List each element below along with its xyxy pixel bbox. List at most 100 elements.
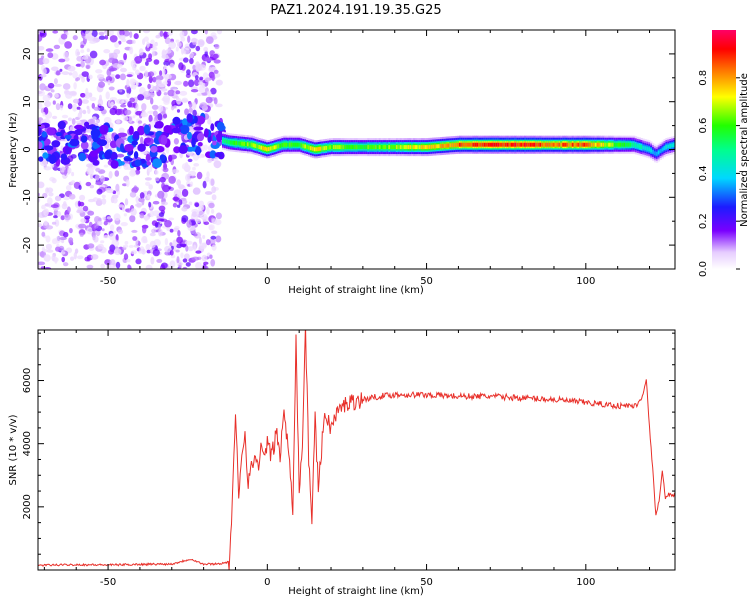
speckle-mark	[161, 262, 168, 269]
speckle-mark	[103, 164, 109, 168]
figure-title: PAZ1.2024.191.19.35.G25	[270, 3, 441, 18]
ridge-cell	[376, 145, 380, 150]
ridge-cell	[545, 142, 548, 147]
ridge-blob	[137, 143, 146, 152]
speckle-mark	[129, 78, 137, 85]
ridge-blob	[110, 151, 118, 162]
speckle-mark	[139, 213, 145, 219]
speckle-mark	[149, 210, 155, 218]
ridge-cell	[371, 145, 374, 150]
speckle-mark	[70, 154, 77, 159]
speckle-mark	[159, 70, 163, 76]
ridge-cell	[346, 145, 349, 150]
ridge-cell	[283, 142, 286, 147]
colorbar-tick-label: 0.2	[698, 213, 709, 229]
speckle-mark	[104, 259, 112, 266]
speckle-mark	[156, 218, 165, 222]
speckle-mark	[191, 211, 198, 218]
ridge-cell	[369, 145, 372, 150]
speckle-mark	[181, 206, 188, 212]
speckle-mark	[186, 150, 193, 156]
speckle-mark	[88, 74, 93, 80]
ridge-cell	[332, 145, 336, 150]
ridge-cell	[277, 144, 280, 149]
ridge-blob	[144, 137, 151, 143]
speckle-mark	[144, 70, 149, 77]
speckle-mark	[116, 98, 125, 104]
ridge-cell	[315, 147, 319, 152]
speckle-mark	[203, 46, 209, 52]
ridge-cell	[252, 143, 255, 148]
speckle-mark	[95, 167, 101, 172]
speckle-mark	[159, 30, 164, 37]
speckle-mark	[85, 30, 91, 37]
speckle-mark	[195, 218, 201, 224]
ridge-cell	[300, 143, 303, 148]
ridge-blob	[145, 153, 151, 162]
speckle-mark	[129, 169, 136, 177]
speckle-mark	[135, 258, 142, 265]
ridge-blob	[136, 165, 141, 171]
speckle-mark	[147, 83, 151, 90]
speckle-mark	[41, 231, 46, 237]
speckle-mark	[139, 65, 146, 72]
ridge-blob	[84, 121, 90, 127]
speckle-mark	[166, 227, 171, 232]
y-tick-label: 20	[22, 48, 33, 61]
speckle-mark	[121, 206, 126, 212]
ridge-blob	[197, 142, 203, 147]
speckle-mark	[120, 104, 127, 108]
speckle-mark	[122, 244, 129, 248]
speckle-mark	[67, 167, 72, 174]
speckle-mark	[154, 177, 160, 182]
speckle-mark	[156, 258, 163, 263]
speckle-mark	[123, 53, 127, 61]
speckle-mark	[61, 203, 68, 210]
speckle-mark	[80, 218, 87, 223]
speckle-mark	[140, 136, 144, 145]
speckle-mark	[100, 175, 105, 183]
ridge-blob	[212, 140, 217, 146]
speckle-mark	[130, 208, 137, 216]
ridge-cell	[348, 145, 351, 150]
speckle-mark	[189, 52, 194, 59]
ridge-blob	[80, 135, 88, 143]
speckle-mark	[201, 144, 205, 152]
speckle-mark	[152, 210, 161, 217]
speckle-mark	[42, 58, 48, 64]
speckle-mark	[159, 176, 166, 183]
speckle-mark	[38, 30, 41, 34]
speckle-mark	[176, 204, 181, 208]
y-tick-label: 6000	[22, 368, 33, 393]
ridge-cell	[390, 145, 393, 150]
ridge-blob	[134, 159, 142, 167]
ridge-cell	[290, 142, 294, 147]
ridge-blob	[196, 133, 205, 142]
speckle-mark	[168, 175, 176, 184]
speckle-mark	[176, 42, 182, 47]
speckle-mark	[147, 71, 155, 77]
speckle-mark	[210, 87, 217, 95]
speckle-mark	[86, 48, 90, 53]
ridge-cell	[374, 145, 378, 150]
speckle-mark	[54, 94, 60, 98]
speckle-mark	[64, 169, 67, 177]
speckle-mark	[166, 78, 172, 87]
speckle-mark	[132, 115, 136, 119]
speckle-mark	[42, 248, 48, 253]
speckle-mark	[178, 62, 184, 71]
speckle-mark	[81, 71, 89, 77]
speckle-mark	[117, 108, 124, 115]
ridge-cell	[671, 143, 674, 148]
ridge-cell	[525, 142, 529, 147]
speckle-mark	[67, 65, 76, 72]
x-tick-label: 100	[576, 276, 595, 287]
speckle-mark	[165, 49, 172, 54]
y-tick-label: -10	[22, 189, 33, 205]
speckle-mark	[123, 116, 129, 122]
ridge-cell	[462, 142, 466, 147]
speckle-mark	[124, 198, 129, 206]
y-tick-label: 0	[22, 146, 33, 152]
ridge-blob	[74, 124, 84, 130]
ridge-blob	[187, 131, 192, 140]
